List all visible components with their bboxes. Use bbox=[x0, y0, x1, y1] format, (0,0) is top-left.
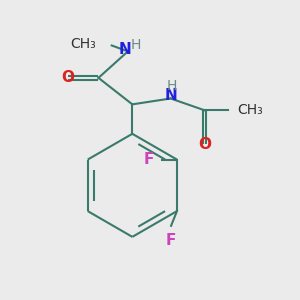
Text: H: H bbox=[167, 79, 177, 93]
Text: O: O bbox=[198, 136, 211, 152]
Text: H: H bbox=[131, 38, 141, 52]
Text: N: N bbox=[164, 88, 177, 103]
Text: F: F bbox=[166, 233, 176, 248]
Text: CH₃: CH₃ bbox=[70, 37, 95, 51]
Text: CH₃: CH₃ bbox=[237, 103, 262, 117]
Text: F: F bbox=[143, 152, 154, 167]
Text: O: O bbox=[61, 70, 74, 86]
Text: N: N bbox=[118, 42, 131, 57]
